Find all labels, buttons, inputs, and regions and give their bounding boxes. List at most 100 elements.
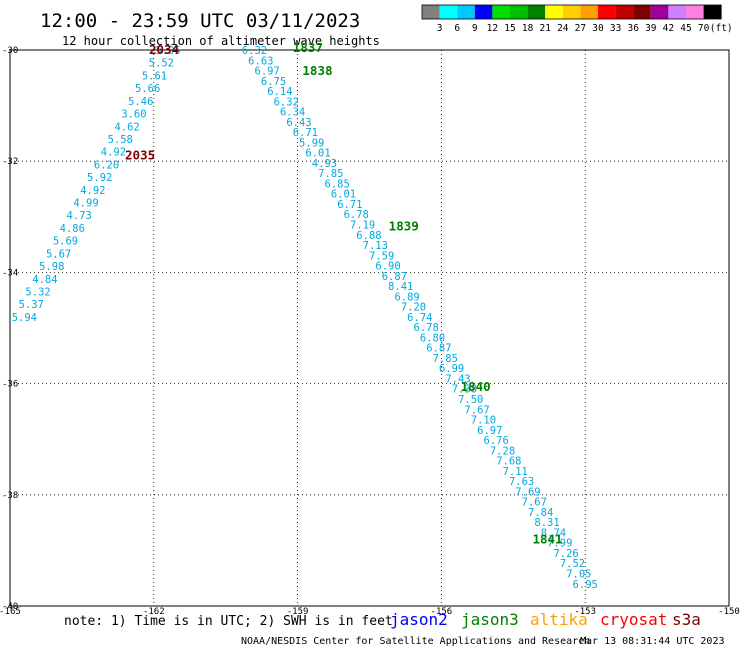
scale-label: 42 — [663, 23, 674, 34]
wave-height-value: 7.19 — [350, 219, 375, 231]
scale-swatch — [545, 5, 563, 19]
wave-height-value: 4.73 — [67, 210, 92, 222]
wave-height-value: 6.01 — [331, 189, 356, 201]
wave-height-value: 5.58 — [108, 134, 133, 146]
scale-label: 24 — [557, 23, 569, 34]
wave-height-value: 6.63 — [248, 55, 273, 67]
wave-height-value: 4.92 — [80, 185, 105, 197]
x-tick-label: -159 — [287, 607, 309, 617]
scale-outline — [421, 4, 722, 20]
wave-height-value: 6.75 — [261, 76, 286, 88]
wave-height-value: 6.90 — [375, 261, 400, 273]
wave-height-value: 7.20 — [401, 302, 426, 314]
scale-label: 39 — [645, 23, 657, 34]
wave-height-value: 4.92 — [101, 147, 126, 159]
satellite-s3a: s3a — [672, 610, 701, 629]
wave-height-value: 7.99 — [547, 538, 572, 550]
scale-label: 18 — [522, 23, 534, 34]
scale-label: (ft) — [710, 23, 733, 34]
wave-height-value: 7.84 — [528, 507, 553, 519]
wave-height-value: 6.32 — [242, 45, 267, 57]
scale-swatch — [457, 5, 475, 19]
wave-height-value: 6.88 — [356, 230, 381, 242]
y-tick-label: -36 — [2, 380, 18, 390]
scale-swatch — [439, 5, 458, 19]
wave-height-value: 7.69 — [515, 486, 540, 498]
scale-swatch — [492, 5, 510, 19]
scale-label: 36 — [627, 23, 639, 34]
wave-height-value: 4.84 — [32, 274, 57, 286]
pass-time-label: 2035 — [125, 148, 155, 163]
y-tick-label: -38 — [2, 491, 18, 501]
wave-height-value: 5.69 — [53, 236, 78, 248]
wave-height-value: 4.62 — [114, 121, 139, 133]
satellite-legend: jason2 jason3 altika cryosat s3a — [390, 610, 701, 629]
satellite-jason2: jason2 — [390, 610, 448, 629]
chart-subtitle: 12 hour collection of altimeter wave hei… — [62, 34, 380, 48]
footer-credit: NOAA/NESDIS Center for Satellite Applica… — [241, 636, 590, 647]
wave-height-value: 7.67 — [522, 497, 547, 509]
wave-height-value: 6.78 — [344, 209, 369, 221]
y-tick-label: -34 — [2, 268, 18, 278]
wave-height-value: 7.67 — [464, 404, 489, 416]
wave-height-value: 5.99 — [299, 137, 324, 149]
wave-height-value: 6.71 — [337, 199, 362, 211]
wave-height-value: 7.28 — [490, 445, 515, 457]
axis-tick-labels: -165 -162 -159 -156 -153 -150 -30 -32 -34 -36 -38 -… — [0, 46, 740, 617]
wave-height-value: 6.87 — [382, 271, 407, 283]
scale-label: 9 — [472, 23, 478, 34]
pass-time-label: 1839 — [389, 218, 419, 233]
pass-time-label: 1838 — [302, 63, 332, 78]
footer-note: note: 1) Time is in UTC; 2) SWH is in fe… — [64, 614, 393, 629]
scale-swatch — [650, 5, 669, 19]
wave-height-value: 6.32 — [274, 96, 299, 108]
wave-height-value: 6.85 — [324, 178, 349, 190]
track-values: 5.955.525.615.665.463.604.625.584.926.20… — [12, 40, 598, 591]
scale-label: 12 — [487, 23, 498, 34]
scale-label: 45 — [680, 23, 691, 34]
scale-swatch — [474, 5, 493, 19]
wave-height-value: 7.10 — [471, 415, 496, 427]
x-tick-label: -156 — [431, 607, 453, 617]
wave-height-value: 7.59 — [369, 250, 394, 262]
wave-height-value: 7.68 — [496, 456, 521, 468]
scale-swatch — [527, 5, 546, 19]
scale-label: 21 — [539, 23, 551, 34]
wave-height-value: 5.67 — [46, 248, 71, 260]
satellite-jason3: jason3 — [461, 610, 519, 629]
scale-swatch — [633, 5, 651, 19]
wave-height-value: 7.43 — [445, 373, 470, 385]
wave-height-value: 7.85 — [318, 168, 343, 180]
wave-height-value: 7.05 — [566, 568, 591, 580]
wave-height-value: 8.74 — [541, 527, 566, 539]
y-tick-label: -32 — [2, 157, 18, 167]
wave-height-value: 7.63 — [509, 476, 534, 488]
wave-height-value: 7.38 — [452, 384, 477, 396]
x-tick-label: -162 — [143, 607, 165, 617]
wave-height-value: 6.97 — [477, 425, 502, 437]
wave-height-value: 6.74 — [407, 312, 432, 324]
wave-height-value: 7.50 — [458, 394, 483, 406]
scale-swatch — [580, 5, 598, 19]
x-tick-label: -165 — [0, 607, 21, 617]
wave-height-value: 7.85 — [433, 353, 458, 365]
wave-height-value: 6.76 — [484, 435, 509, 447]
wave-height-value: 5.66 — [135, 83, 160, 95]
wave-height-value: 5.98 — [39, 261, 64, 273]
pass-time-label: 1837 — [293, 40, 323, 55]
wave-height-value: 6.95 — [573, 579, 598, 591]
wave-height-value: 7.11 — [503, 466, 528, 478]
wave-height-value: 6.97 — [255, 66, 280, 78]
scale-label: 30 — [592, 23, 604, 34]
wave-height-value: 5.46 — [128, 96, 153, 108]
pass-time-label: 1840 — [461, 379, 491, 394]
pass-time-label: 1841 — [532, 531, 562, 546]
scale-swatch — [510, 5, 528, 19]
wave-height-value: 5.52 — [149, 58, 174, 70]
scale-swatch — [615, 5, 634, 19]
x-tick-label: -150 — [718, 607, 740, 617]
y-tick-label: -40 — [2, 602, 18, 612]
wave-height-value: 6.87 — [426, 343, 451, 355]
wave-height-value: 3.60 — [121, 109, 146, 121]
